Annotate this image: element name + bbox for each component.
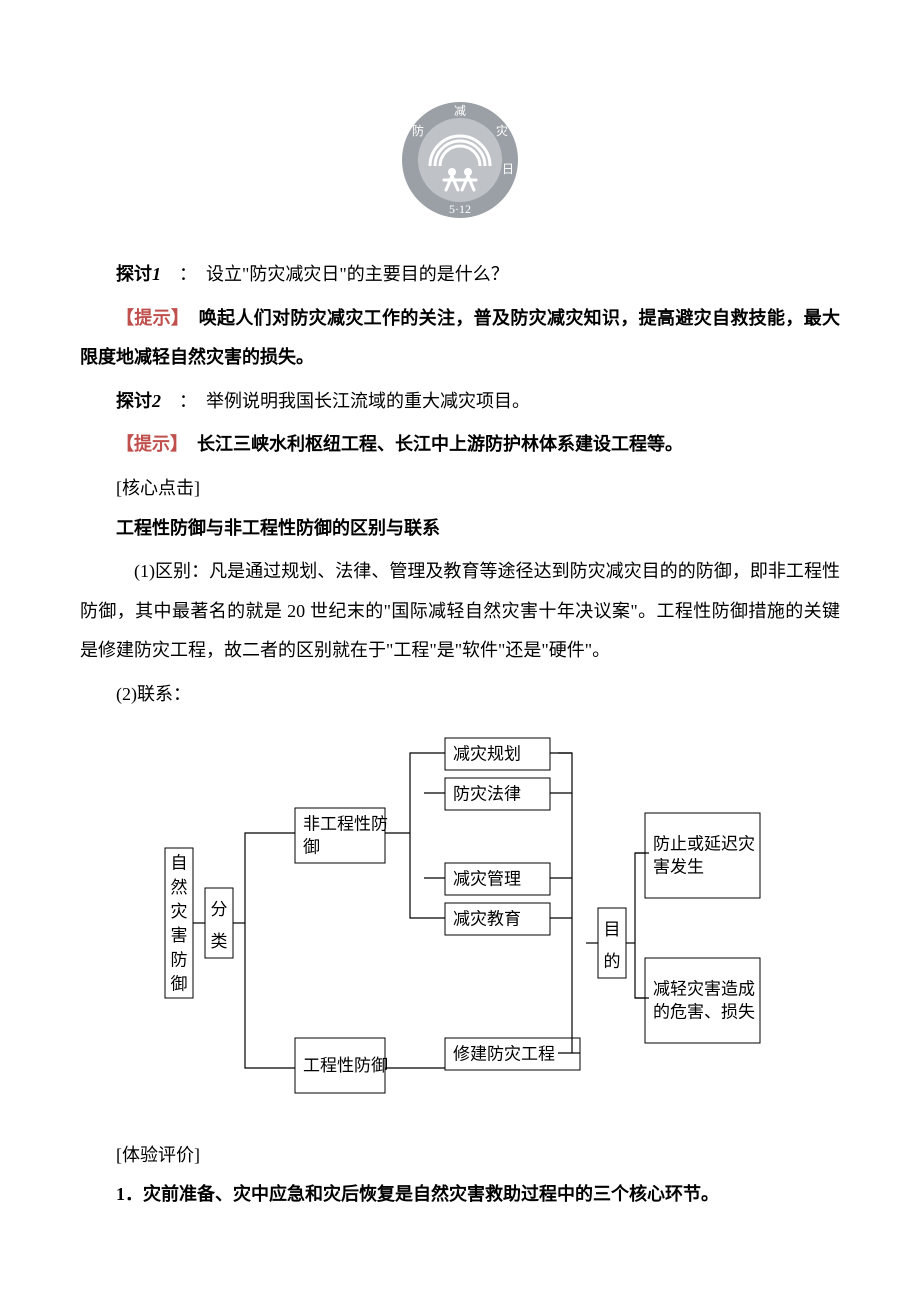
logo-row: 减防 灾日 5·12 [80,100,840,225]
p2-label: (2)联系： [116,684,191,704]
svg-text:御: 御 [303,837,320,856]
core-label: [核心点击] [80,469,840,509]
diagram-row: 自然灾害防御分类非工程性防御工程性防御减灾规划防灾法律减灾管理减灾教育修建防灾工… [80,733,840,1118]
hint-2: 【提示】 长江三峡水利枢纽工程、长江中上游防护林体系建设工程等。 [80,425,840,465]
para-1: (1)区别：凡是通过规划、法律、管理及教育等途径达到防灾减灾目的的防御，即非工程… [80,552,840,671]
svg-text:防: 防 [412,123,424,138]
hint-label: 【提示】 [116,308,180,328]
svg-text:的危害、损失: 的危害、损失 [653,1002,755,1021]
svg-text:害发生: 害发生 [653,857,704,876]
item-1-num: 1 [116,1184,125,1204]
svg-text:减灾管理: 减灾管理 [453,869,521,888]
hint-2-text: 长江三峡水利枢纽工程、长江中上游防护林体系建设工程等。 [197,434,683,454]
svg-text:然: 然 [171,877,188,896]
disaster-day-logo: 减防 灾日 5·12 [400,100,520,220]
svg-text:灾: 灾 [496,123,508,138]
svg-text:自: 自 [171,853,188,872]
svg-text:分: 分 [211,900,228,919]
discuss-label: 探讨 [116,264,152,284]
svg-text:害: 害 [171,926,188,945]
svg-text:工程性防御: 工程性防御 [303,1056,388,1075]
defense-diagram: 自然灾害防御分类非工程性防御工程性防御减灾规划防灾法律减灾管理减灾教育修建防灾工… [150,733,770,1113]
hint-label: 【提示】 [116,434,179,454]
svg-text:防止或延迟灾: 防止或延迟灾 [653,834,755,853]
svg-text:目: 目 [604,920,621,939]
discuss-1: 探讨1 ： 设立"防灾减灾日"的主要目的是什么？ [80,255,840,295]
colon: ： [179,264,188,284]
discuss-2: 探讨2 ： 举例说明我国长江流域的重大减灾项目。 [80,382,840,422]
eval-label: [体验评价] [80,1136,840,1176]
svg-text:减轻灾害造成: 减轻灾害造成 [653,979,755,998]
p1-label: (1)区别： [134,561,209,581]
svg-text:防灾法律: 防灾法律 [453,784,521,803]
svg-text:灾: 灾 [171,901,188,920]
hint-1: 【提示】 唤起人们对防灾减灾工作的关注，普及防灾减灾知识，提高避灾自救技能，最大… [80,299,840,378]
svg-text:减灾教育: 减灾教育 [453,909,521,928]
document-page: 减防灾日5·12 探讨1 ： 设立"防灾减灾日"的主要目的是什么？ 【提示】 唤… [0,0,920,1279]
svg-text:非工程性防: 非工程性防 [303,814,388,833]
colon: ： [179,391,188,411]
svg-text:日: 日 [502,162,514,176]
discuss-2-text: 举例说明我国长江流域的重大减灾项目。 [206,391,530,411]
svg-text:减: 减 [454,104,466,118]
discuss-num: 1 [152,264,161,284]
hint-1-text: 唤起人们对防灾减灾工作的关注，普及防灾减灾知识，提高避灾自救技能，最大限度地减轻… [80,308,840,368]
svg-text:减灾规划: 减灾规划 [453,744,521,763]
svg-text:5·12: 5·12 [449,202,471,216]
para-2: (2)联系： [80,675,840,715]
svg-text:类: 类 [211,931,228,950]
core-title: 工程性防御与非工程性防御的区别与联系 [80,509,840,549]
svg-text:御: 御 [171,974,188,993]
item-1: 1．灾前准备、灾中应急和灾后恢复是自然灾害救助过程中的三个核心环节。 [80,1175,840,1215]
discuss-label: 探讨 [116,391,152,411]
svg-text:修建防灾工程: 修建防灾工程 [453,1044,555,1063]
item-1-text: ．灾前准备、灾中应急和灾后恢复是自然灾害救助过程中的三个核心环节。 [125,1184,719,1204]
discuss-1-text: 设立"防灾减灾日"的主要目的是什么？ [206,264,509,284]
discuss-num: 2 [152,391,161,411]
svg-text:的: 的 [604,951,621,970]
svg-text:防: 防 [171,950,188,969]
